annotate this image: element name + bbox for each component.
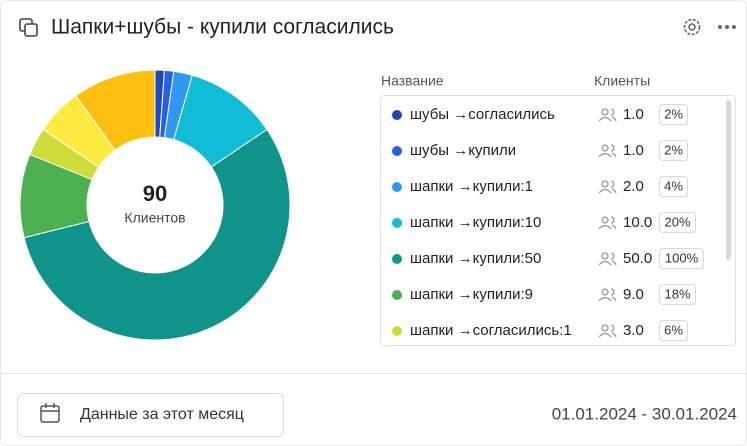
clients-icon bbox=[598, 144, 617, 158]
legend: шубы →согласились 1.0 2% шубы →купили 1.0 2% ш… bbox=[392, 104, 704, 341]
legend-marker bbox=[392, 290, 402, 300]
icon-part bbox=[598, 332, 612, 338]
scrollbar[interactable] bbox=[726, 100, 731, 260]
period-button-label[interactable]: Данные за этот месяц bbox=[80, 406, 244, 423]
icon-part bbox=[598, 260, 612, 266]
legend-value: 9.0 bbox=[623, 286, 644, 303]
icon-part bbox=[610, 324, 617, 338]
period-button[interactable] bbox=[17, 393, 284, 437]
icon-part bbox=[601, 324, 609, 332]
clients-icon bbox=[598, 324, 617, 338]
clients-icon bbox=[598, 288, 617, 302]
legend-value: 50.0 bbox=[623, 250, 652, 267]
share-badge bbox=[659, 320, 688, 341]
clients-icon bbox=[598, 252, 617, 266]
legend-value: 1.0 bbox=[623, 106, 644, 123]
donut-segment bbox=[74, 69, 156, 151]
legend-marker bbox=[392, 218, 402, 228]
icon-part bbox=[610, 288, 617, 302]
widget-title: Шапки+шубы - купили согласились bbox=[51, 16, 394, 39]
icon-part bbox=[601, 108, 609, 116]
legend-name: шапки →купили:10 bbox=[410, 214, 541, 231]
icon-part bbox=[601, 180, 609, 188]
share-label: 2% bbox=[664, 142, 683, 157]
legend-value: 1.0 bbox=[623, 142, 644, 159]
icon-part bbox=[598, 152, 612, 158]
legend-marker bbox=[392, 254, 402, 264]
more-icon[interactable] bbox=[718, 25, 736, 29]
total-value: 90 bbox=[143, 181, 167, 206]
icon-part bbox=[601, 252, 609, 260]
legend-value: 2.0 bbox=[623, 178, 644, 195]
clients-icon bbox=[598, 216, 617, 230]
total-label: Клиентов bbox=[124, 210, 185, 226]
widget-icon bbox=[19, 18, 38, 37]
clients-icon bbox=[598, 180, 617, 194]
share-label: 20% bbox=[664, 214, 690, 229]
legend-name: шубы →согласились bbox=[410, 106, 555, 123]
calendar-icon bbox=[40, 403, 60, 423]
icon-part bbox=[610, 216, 617, 230]
share-label: 4% bbox=[664, 178, 683, 193]
share-badge bbox=[659, 212, 696, 233]
legend-name: шапки →купили:50 bbox=[410, 250, 541, 267]
share-label: 100% bbox=[665, 250, 699, 265]
legend-value: 3.0 bbox=[623, 322, 644, 339]
share-badge bbox=[659, 284, 696, 305]
donut bbox=[19, 69, 291, 341]
share-badge bbox=[659, 104, 688, 125]
legend-panel bbox=[380, 95, 736, 346]
clients-icon bbox=[598, 108, 617, 122]
legend-name: шубы →купили bbox=[410, 142, 516, 159]
icon-part bbox=[610, 108, 617, 122]
legend-marker bbox=[392, 110, 402, 120]
icon-part bbox=[601, 288, 609, 296]
column-header: Название bbox=[381, 73, 444, 89]
donut-segment bbox=[23, 128, 291, 341]
legend-marker bbox=[392, 326, 402, 336]
legend-value: 10.0 bbox=[623, 214, 652, 231]
legend-name: шапки →купили:1 bbox=[410, 178, 533, 195]
settings-icon[interactable] bbox=[683, 18, 701, 36]
legend-name: шапки →согласились:1 bbox=[410, 322, 572, 339]
icon-part bbox=[610, 180, 617, 194]
icon-part bbox=[598, 224, 612, 230]
share-badge bbox=[659, 248, 704, 269]
icon-part bbox=[598, 188, 612, 194]
share-badge bbox=[659, 140, 688, 161]
icon-part bbox=[598, 116, 612, 122]
share-label: 6% bbox=[664, 322, 683, 337]
icon-part bbox=[610, 252, 617, 266]
share-label: 18% bbox=[664, 286, 690, 301]
legend-marker bbox=[392, 182, 402, 192]
icon-part bbox=[601, 216, 609, 224]
date-range: 01.01.2024 - 30.01.2024 bbox=[552, 404, 737, 423]
icon-part bbox=[601, 144, 609, 152]
legend-name: шапки →купили:9 bbox=[410, 286, 533, 303]
icon-part bbox=[610, 144, 617, 158]
icon-part bbox=[598, 296, 612, 302]
share-badge bbox=[659, 176, 688, 197]
legend-marker bbox=[392, 146, 402, 156]
share-label: 2% bbox=[664, 106, 683, 121]
column-header: Клиенты bbox=[594, 73, 650, 89]
